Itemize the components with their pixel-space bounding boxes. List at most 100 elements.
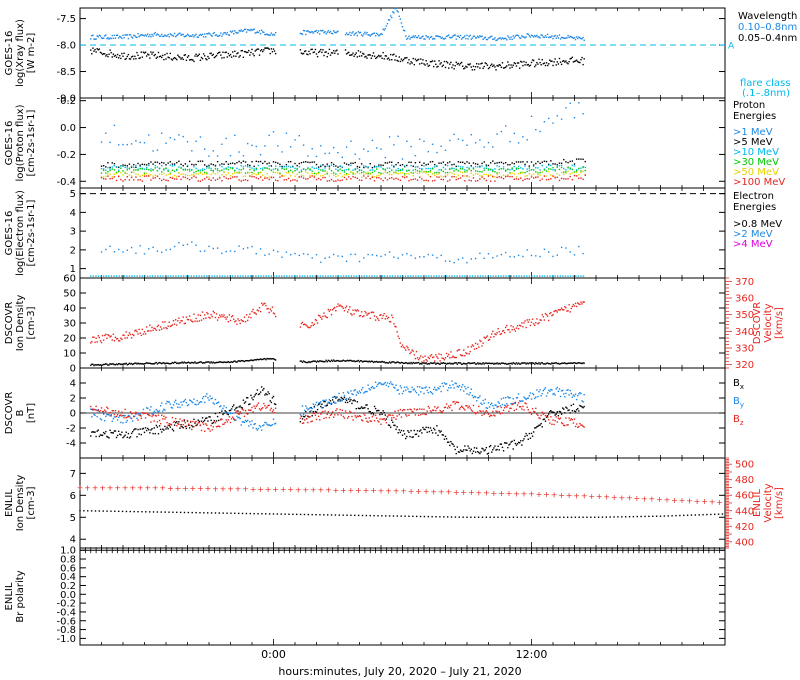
data-point xyxy=(422,59,424,61)
data-point xyxy=(265,392,267,395)
data-point xyxy=(206,167,208,169)
data-point xyxy=(454,65,456,67)
data-point xyxy=(483,450,485,452)
data-point xyxy=(500,362,503,364)
data-point xyxy=(391,275,394,277)
data-point xyxy=(459,34,462,37)
data-point xyxy=(513,165,515,168)
data-point xyxy=(317,171,320,174)
data-point xyxy=(354,32,356,35)
y-tick-label: 0.2 xyxy=(60,581,76,592)
data-point xyxy=(202,361,205,364)
data-point xyxy=(102,37,105,39)
data-point xyxy=(498,449,500,451)
data-point xyxy=(467,346,469,348)
data-point xyxy=(234,163,236,165)
data-point xyxy=(93,50,95,52)
data-point xyxy=(294,139,296,141)
data-point xyxy=(456,385,459,388)
data-point xyxy=(258,393,261,395)
data-point xyxy=(581,400,583,402)
data-point xyxy=(151,413,153,415)
data-point xyxy=(180,163,182,166)
data-point xyxy=(370,57,373,59)
data-point xyxy=(173,138,176,141)
data-point xyxy=(542,418,545,421)
data-point xyxy=(337,255,339,257)
data-point xyxy=(192,34,194,36)
data-point xyxy=(316,360,319,362)
data-point xyxy=(435,354,437,356)
data-point xyxy=(176,161,178,164)
data-point xyxy=(474,163,477,165)
data-point xyxy=(406,56,408,59)
data-point xyxy=(477,179,479,182)
data-point xyxy=(408,59,410,61)
data-point xyxy=(168,321,170,323)
data-point xyxy=(167,362,169,365)
data-point xyxy=(371,139,374,142)
data-point xyxy=(414,357,417,360)
data-point xyxy=(265,47,267,49)
data-point xyxy=(480,340,482,343)
data-point xyxy=(584,173,586,175)
data-point xyxy=(110,335,112,337)
y2-tick-label: 500 xyxy=(735,460,754,471)
data-point xyxy=(125,417,127,419)
data-point xyxy=(224,421,226,424)
data-point xyxy=(321,51,323,54)
data-point xyxy=(386,317,389,320)
data-point xyxy=(162,418,164,420)
data-point xyxy=(238,416,240,419)
data-point xyxy=(236,171,238,174)
data-point xyxy=(191,401,193,403)
data-point xyxy=(309,275,311,277)
data-point xyxy=(102,275,105,277)
data-point xyxy=(247,359,249,362)
data-point xyxy=(313,167,316,170)
data-point xyxy=(381,33,383,36)
data-point xyxy=(530,321,533,324)
data-point xyxy=(313,406,316,409)
data-point xyxy=(382,164,384,167)
data-point xyxy=(272,131,275,133)
data-point xyxy=(279,172,281,174)
data-point xyxy=(520,440,522,442)
data-point xyxy=(164,418,166,420)
data-point xyxy=(156,410,159,412)
data-point xyxy=(548,117,550,120)
data-point xyxy=(376,177,378,179)
data-point xyxy=(456,350,459,352)
data-point xyxy=(399,168,402,171)
data-point xyxy=(380,166,382,168)
data-point xyxy=(400,429,403,432)
data-point xyxy=(526,249,528,251)
data-point xyxy=(191,35,193,37)
data-point xyxy=(487,37,490,39)
data-point xyxy=(570,307,572,310)
data-point xyxy=(356,172,359,174)
data-point xyxy=(553,61,555,63)
data-point xyxy=(230,408,233,411)
data-point xyxy=(451,362,453,365)
data-point xyxy=(178,160,180,162)
data-point xyxy=(226,421,228,423)
data-point xyxy=(100,251,103,253)
data-point xyxy=(525,36,527,38)
data-point xyxy=(120,165,122,167)
data-point xyxy=(497,328,499,330)
data-point xyxy=(507,168,509,171)
data-point xyxy=(546,415,549,417)
data-point xyxy=(496,176,498,179)
data-point xyxy=(271,34,274,36)
data-point xyxy=(431,180,434,182)
data-point xyxy=(180,425,182,428)
data-point xyxy=(250,275,252,277)
data-point xyxy=(428,357,431,360)
data-point xyxy=(451,380,453,382)
data-point xyxy=(483,402,485,405)
y-tick-label: 2 xyxy=(70,245,76,256)
data-point xyxy=(124,434,126,436)
data-point xyxy=(219,164,221,167)
data-point xyxy=(575,275,577,277)
